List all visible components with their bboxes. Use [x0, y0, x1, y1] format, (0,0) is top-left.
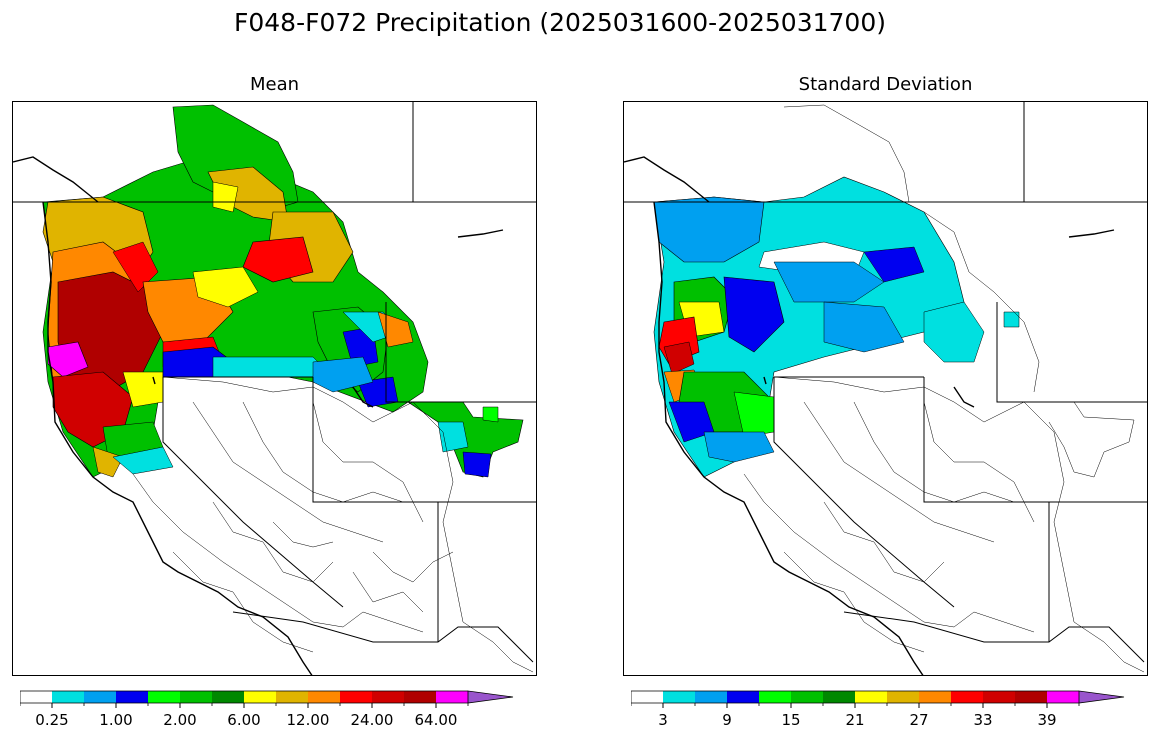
stddev-shading: [653, 176, 1020, 478]
mean-map: [12, 101, 537, 676]
figure-title: F048-F072 Precipitation (2025031600-2025…: [233, 8, 886, 37]
stddev-colorbar-bin: [695, 691, 727, 703]
mean-colorbar-bin: [436, 691, 468, 703]
stddev-colorbar-bin: [855, 691, 887, 703]
stddev-colorbar-bin: [823, 691, 855, 703]
stddev-colorbar-bin: [919, 691, 951, 703]
mean-colorbar-bin: [52, 691, 84, 703]
mean-colorbar-tick-label: 12.00: [287, 711, 330, 729]
stddev-panel-title: Standard Deviation: [798, 74, 973, 95]
mean-colorbar-tick-label: 2.00: [163, 711, 196, 729]
stddev-colorbar-bin: [983, 691, 1015, 703]
stddev-colorbar-bin: [759, 691, 791, 703]
stddev-map: [623, 101, 1148, 676]
mean-colorbar-bin: [308, 691, 340, 703]
mean-basin-outlines: [132, 376, 534, 673]
stddev-colorbar-bin: [1015, 691, 1047, 703]
mean-coastline: [13, 156, 504, 675]
mean-state-boundaries: [13, 102, 536, 663]
mean-colorbar-tick-label: 6.00: [227, 711, 260, 729]
mean-colorbar-bin: [148, 691, 180, 703]
stddev-colorbar-bin: [887, 691, 919, 703]
mean-colorbar-tick-label: 0.25: [35, 711, 68, 729]
mean-colorbar-bin: [404, 691, 436, 703]
mean-colorbar-bin: [340, 691, 372, 703]
stddev-basin-outlines: [743, 104, 1145, 673]
stddev-colorbar-tick-label: 27: [909, 711, 928, 729]
mean-colorbar-bin: [116, 691, 148, 703]
mean-colorbar-bin: [372, 691, 404, 703]
mean-colorbar-tick-label: 1.00: [99, 711, 132, 729]
stddev-colorbar-bin: [791, 691, 823, 703]
stddev-colorbar-bin: [1047, 691, 1079, 703]
mean-colorbar-bin: [244, 691, 276, 703]
stddev-colorbar-bin: [631, 691, 663, 703]
mean-lakes: [152, 376, 374, 408]
mean-colorbar-svg: 0.25 1.00 2.00 6.00 12.00 24.00 64.00: [20, 690, 514, 729]
stddev-colorbar-bin: [663, 691, 695, 703]
stddev-colorbar-tick-label: 9: [722, 711, 732, 729]
mean-colorbar-tick-label: 64.00: [415, 711, 458, 729]
mean-precip-shading: [42, 104, 524, 478]
mean-colorbar-bin: [20, 691, 52, 703]
stddev-colorbar-bin: [951, 691, 983, 703]
mean-colorbar-bin: [180, 691, 212, 703]
stddev-coastline: [624, 156, 1115, 675]
stddev-lakes: [763, 376, 975, 408]
mean-colorbar-bin: [84, 691, 116, 703]
mean-colorbar-bin: [276, 691, 308, 703]
stddev-colorbar-tick-label: 21: [845, 711, 864, 729]
stddev-state-boundaries: [624, 102, 1147, 663]
stddev-colorbar-tick-label: 39: [1037, 711, 1056, 729]
stddev-colorbar-extend-arrow: [1078, 690, 1125, 704]
stddev-colorbar-tick-label: 15: [781, 711, 800, 729]
mean-colorbar-bin: [212, 691, 244, 703]
stddev-colorbar-tick-label: 3: [658, 711, 668, 729]
mean-panel-title: Mean: [249, 74, 300, 95]
stddev-colorbar-tick-label: 33: [973, 711, 992, 729]
mean-colorbar: 0.25 1.00 2.00 6.00 12.00 24.00 64.00: [20, 690, 540, 735]
stddev-colorbar: 3 9 15 21 27 33 39: [631, 690, 1151, 735]
mean-colorbar-extend-arrow: [467, 690, 514, 704]
stddev-colorbar-svg: 3 9 15 21 27 33 39: [631, 690, 1125, 729]
mean-colorbar-tick-label: 24.00: [351, 711, 394, 729]
stddev-colorbar-bin: [727, 691, 759, 703]
